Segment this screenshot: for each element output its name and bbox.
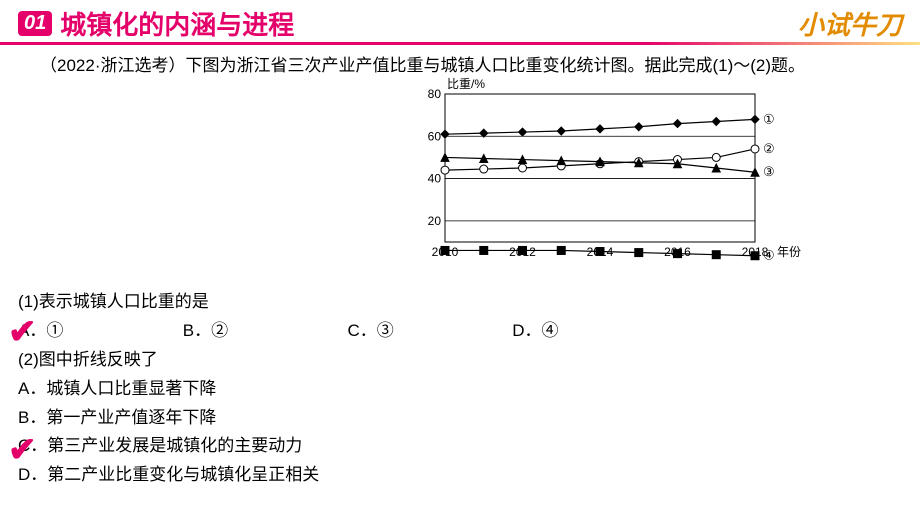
- svg-text:①: ①: [763, 111, 775, 126]
- q2-stem: (2)图中折线反映了: [18, 346, 558, 375]
- questions-block: (1)表示城镇人口比重的是 A．① B．② C．③ D．④ (2)图中折线反映了…: [18, 288, 558, 490]
- q1-stem: (1)表示城镇人口比重的是: [18, 288, 558, 317]
- section-title: 城镇化的内涵与进程: [60, 5, 294, 42]
- q2-opt-a: A．城镇人口比重显著下降: [18, 375, 558, 404]
- check-icon: ✔: [8, 312, 37, 352]
- section-tag: 小试牛刀: [798, 5, 902, 42]
- svg-text:40: 40: [428, 172, 442, 186]
- svg-text:②: ②: [763, 141, 775, 156]
- svg-text:比重/%: 比重/%: [447, 77, 485, 91]
- svg-text:③: ③: [763, 164, 775, 179]
- svg-text:20: 20: [428, 214, 442, 228]
- svg-text:年份: 年份: [777, 245, 801, 259]
- svg-text:④: ④: [763, 248, 775, 263]
- q1-options: A．① B．② C．③ D．④: [18, 317, 558, 346]
- q1-opt-c: C．③: [347, 317, 507, 346]
- q1-opt-b: B．②: [183, 317, 343, 346]
- intro-text: （2022·浙江选考）下图为浙江省三次产业产值比重与城镇人口比重变化统计图。据此…: [40, 56, 805, 75]
- q1-opt-d: D．④: [512, 317, 558, 346]
- q2-opt-b: B．第一产业产值逐年下降: [18, 404, 558, 433]
- q1-opt-a: A．①: [18, 317, 178, 346]
- question-intro: （2022·浙江选考）下图为浙江省三次产业产值比重与城镇人口比重变化统计图。据此…: [0, 49, 920, 79]
- svg-text:60: 60: [428, 129, 442, 143]
- q2-opt-d: D．第二产业比重变化与城镇化呈正相关: [18, 461, 558, 490]
- svg-text:80: 80: [428, 87, 442, 101]
- q2-opt-c: C．第三产业发展是城镇化的主要动力: [18, 432, 558, 461]
- check-icon: ✔: [8, 430, 37, 470]
- section-badge: 01: [18, 11, 52, 36]
- chart: 2040608020102012201420162018比重/%年份①②③④: [405, 76, 805, 264]
- divider: [0, 42, 920, 45]
